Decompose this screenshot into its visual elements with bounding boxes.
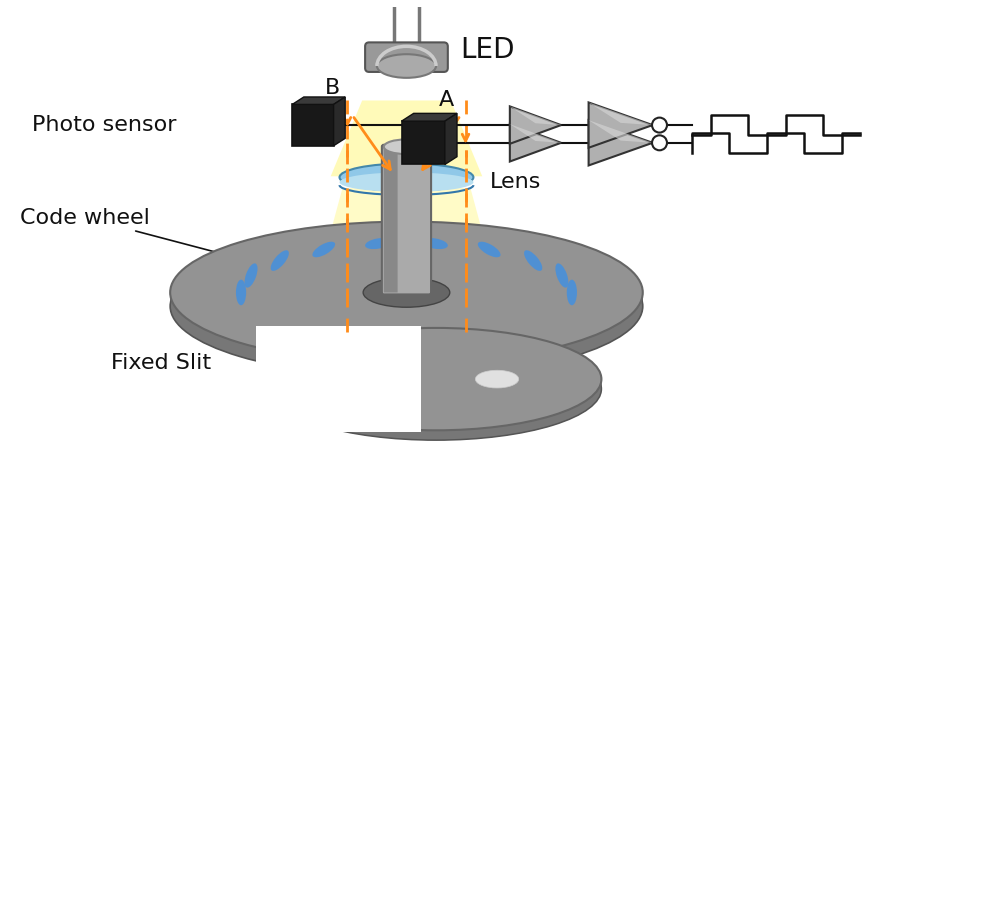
Polygon shape xyxy=(589,121,653,143)
Ellipse shape xyxy=(170,236,643,377)
Text: Lens: Lens xyxy=(490,172,542,193)
Polygon shape xyxy=(292,97,345,104)
Text: A: A xyxy=(439,91,454,111)
Ellipse shape xyxy=(271,250,289,271)
Ellipse shape xyxy=(271,333,601,436)
Text: Fixed Slit: Fixed Slit xyxy=(111,354,211,373)
Polygon shape xyxy=(402,113,457,122)
Ellipse shape xyxy=(245,264,258,288)
FancyBboxPatch shape xyxy=(256,326,421,432)
Ellipse shape xyxy=(555,264,568,288)
Ellipse shape xyxy=(170,233,643,375)
Ellipse shape xyxy=(567,280,577,305)
FancyBboxPatch shape xyxy=(402,122,445,165)
Text: LED: LED xyxy=(461,36,515,64)
Polygon shape xyxy=(313,188,500,297)
Ellipse shape xyxy=(475,370,519,388)
Ellipse shape xyxy=(170,223,643,365)
Polygon shape xyxy=(334,97,345,146)
Polygon shape xyxy=(445,113,457,165)
Polygon shape xyxy=(589,103,653,125)
FancyBboxPatch shape xyxy=(384,147,398,292)
Ellipse shape xyxy=(271,328,601,430)
Ellipse shape xyxy=(340,173,473,192)
Ellipse shape xyxy=(340,164,473,191)
Ellipse shape xyxy=(377,54,436,77)
Ellipse shape xyxy=(271,331,601,434)
Polygon shape xyxy=(510,124,561,143)
Polygon shape xyxy=(510,124,561,161)
Ellipse shape xyxy=(271,328,601,431)
Ellipse shape xyxy=(170,230,643,371)
Text: B: B xyxy=(325,77,340,98)
Circle shape xyxy=(652,135,667,150)
Ellipse shape xyxy=(524,250,542,271)
Circle shape xyxy=(652,118,667,132)
Ellipse shape xyxy=(170,231,643,374)
Polygon shape xyxy=(510,106,561,144)
Ellipse shape xyxy=(271,338,601,440)
Ellipse shape xyxy=(170,228,643,369)
Ellipse shape xyxy=(363,278,450,307)
Ellipse shape xyxy=(312,242,335,257)
FancyBboxPatch shape xyxy=(382,145,431,294)
Ellipse shape xyxy=(271,336,601,438)
Polygon shape xyxy=(589,103,653,148)
Polygon shape xyxy=(589,121,653,166)
FancyBboxPatch shape xyxy=(365,42,448,72)
Text: Code wheel: Code wheel xyxy=(20,208,217,252)
Ellipse shape xyxy=(170,226,643,367)
Text: Photo sensor: Photo sensor xyxy=(32,115,177,135)
Ellipse shape xyxy=(170,236,643,377)
Polygon shape xyxy=(331,101,482,176)
FancyBboxPatch shape xyxy=(292,104,334,146)
Ellipse shape xyxy=(423,238,448,249)
Ellipse shape xyxy=(271,338,601,440)
Ellipse shape xyxy=(384,140,429,154)
Ellipse shape xyxy=(365,238,390,249)
Ellipse shape xyxy=(170,221,643,364)
Ellipse shape xyxy=(478,242,501,257)
Ellipse shape xyxy=(236,280,246,305)
Polygon shape xyxy=(510,106,561,125)
